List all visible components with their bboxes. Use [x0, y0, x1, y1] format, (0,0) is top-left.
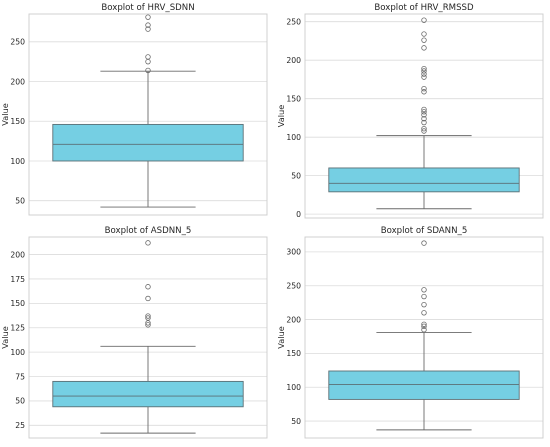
outlier-point: [421, 37, 427, 43]
y-tick-label: 50: [291, 417, 301, 426]
outlier-point: [421, 106, 427, 113]
axes-frame: [28, 13, 268, 216]
outlier-point: [421, 85, 427, 92]
outlier-point: [145, 284, 151, 290]
y-tick-label: 125: [10, 324, 25, 333]
chart-title: Boxplot of ASDNN_5: [105, 226, 192, 236]
y-axis-label: Value: [0, 326, 10, 348]
y-axis-label: Value: [276, 105, 286, 127]
outlier-point: [421, 128, 427, 134]
chart-title: Boxplot of HRV_SDNN: [101, 3, 194, 13]
y-axis-label: Value: [276, 326, 286, 348]
outlier-point: [421, 115, 427, 122]
outlier-point: [421, 65, 427, 72]
outlier-point: [421, 301, 427, 308]
outlier-point: [421, 17, 427, 23]
outlier-point: [421, 327, 427, 333]
y-tick-label: 50: [15, 397, 25, 406]
y-tick-label: 100: [286, 383, 301, 392]
y-axis-label: Value: [0, 103, 10, 125]
outlier-point: [421, 321, 427, 328]
outlier-point: [145, 295, 151, 302]
y-tick-label: 150: [10, 299, 25, 308]
y-tick-label: 100: [10, 157, 25, 166]
outlier-point: [421, 89, 427, 95]
outlier-point: [421, 45, 427, 51]
axes-frame: [28, 236, 268, 439]
y-tick-label: 25: [15, 421, 25, 430]
y-tick-label: 200: [10, 250, 25, 259]
iqr-box: [328, 167, 520, 193]
outlier-point: [145, 67, 151, 74]
outlier-point: [145, 22, 151, 28]
outlier-point: [145, 313, 151, 319]
outlier-point: [421, 31, 427, 37]
y-tick-label: 200: [286, 315, 301, 324]
y-tick-label: 150: [286, 349, 301, 358]
outlier-point: [145, 240, 151, 246]
y-tick-label: 300: [286, 248, 301, 257]
outlier-point: [421, 126, 427, 132]
y-tick-label: 150: [286, 94, 301, 103]
y-tick-label: 100: [10, 348, 25, 357]
iqr-box: [328, 370, 520, 400]
outlier-point: [421, 240, 427, 246]
outlier-point: [145, 54, 151, 60]
outlier-point: [145, 322, 151, 328]
y-tick-label: 175: [10, 275, 25, 284]
subplot-2: 0 50 100 150 200 250 Boxplot of HRV_RMSSD Value: [276, 3, 544, 219]
y-tick-label: 100: [286, 133, 301, 142]
outlier-point: [145, 315, 151, 321]
outlier-point: [421, 68, 427, 74]
outlier-point: [421, 119, 427, 126]
outlier-point: [421, 310, 427, 316]
axes-frame: [304, 236, 544, 439]
y-tick-label: 250: [286, 282, 301, 291]
outlier-point: [421, 287, 427, 293]
outlier-point: [421, 293, 427, 300]
y-tick-label: 200: [286, 56, 301, 65]
axes-frame: [304, 13, 544, 219]
iqr-box: [52, 380, 244, 408]
y-tick-label: 150: [10, 117, 25, 126]
y-tick-label: 75: [15, 372, 25, 381]
outlier-point: [145, 58, 151, 65]
y-tick-label: 0: [296, 210, 301, 219]
chart-title: Boxplot of SDANN_5: [381, 226, 468, 236]
y-tick-label: 200: [10, 77, 25, 86]
subplot-3: 25 50 75 100 125 150 175 200 Boxplot of ASDNN_5 V…: [0, 226, 268, 439]
subplot-1: 50 100 150 200 250 Boxplot of HRV_SDNN Value: [0, 3, 268, 216]
y-tick-label: 50: [291, 171, 301, 180]
chart-title: Boxplot of HRV_RMSSD: [374, 3, 474, 13]
outlier-point: [421, 71, 427, 77]
outlier-point: [421, 323, 427, 330]
y-tick-label: 250: [10, 38, 25, 47]
outlier-point: [421, 112, 427, 118]
subplot-4: 50 100 150 200 250 300 Boxplot of SDANN_5 Value: [276, 226, 544, 439]
outlier-point: [145, 14, 151, 20]
y-tick-label: 250: [286, 17, 301, 26]
iqr-box: [52, 123, 244, 162]
y-tick-label: 50: [15, 196, 25, 205]
outlier-point: [421, 74, 427, 80]
outlier-point: [145, 26, 151, 32]
outlier-point: [421, 109, 427, 115]
